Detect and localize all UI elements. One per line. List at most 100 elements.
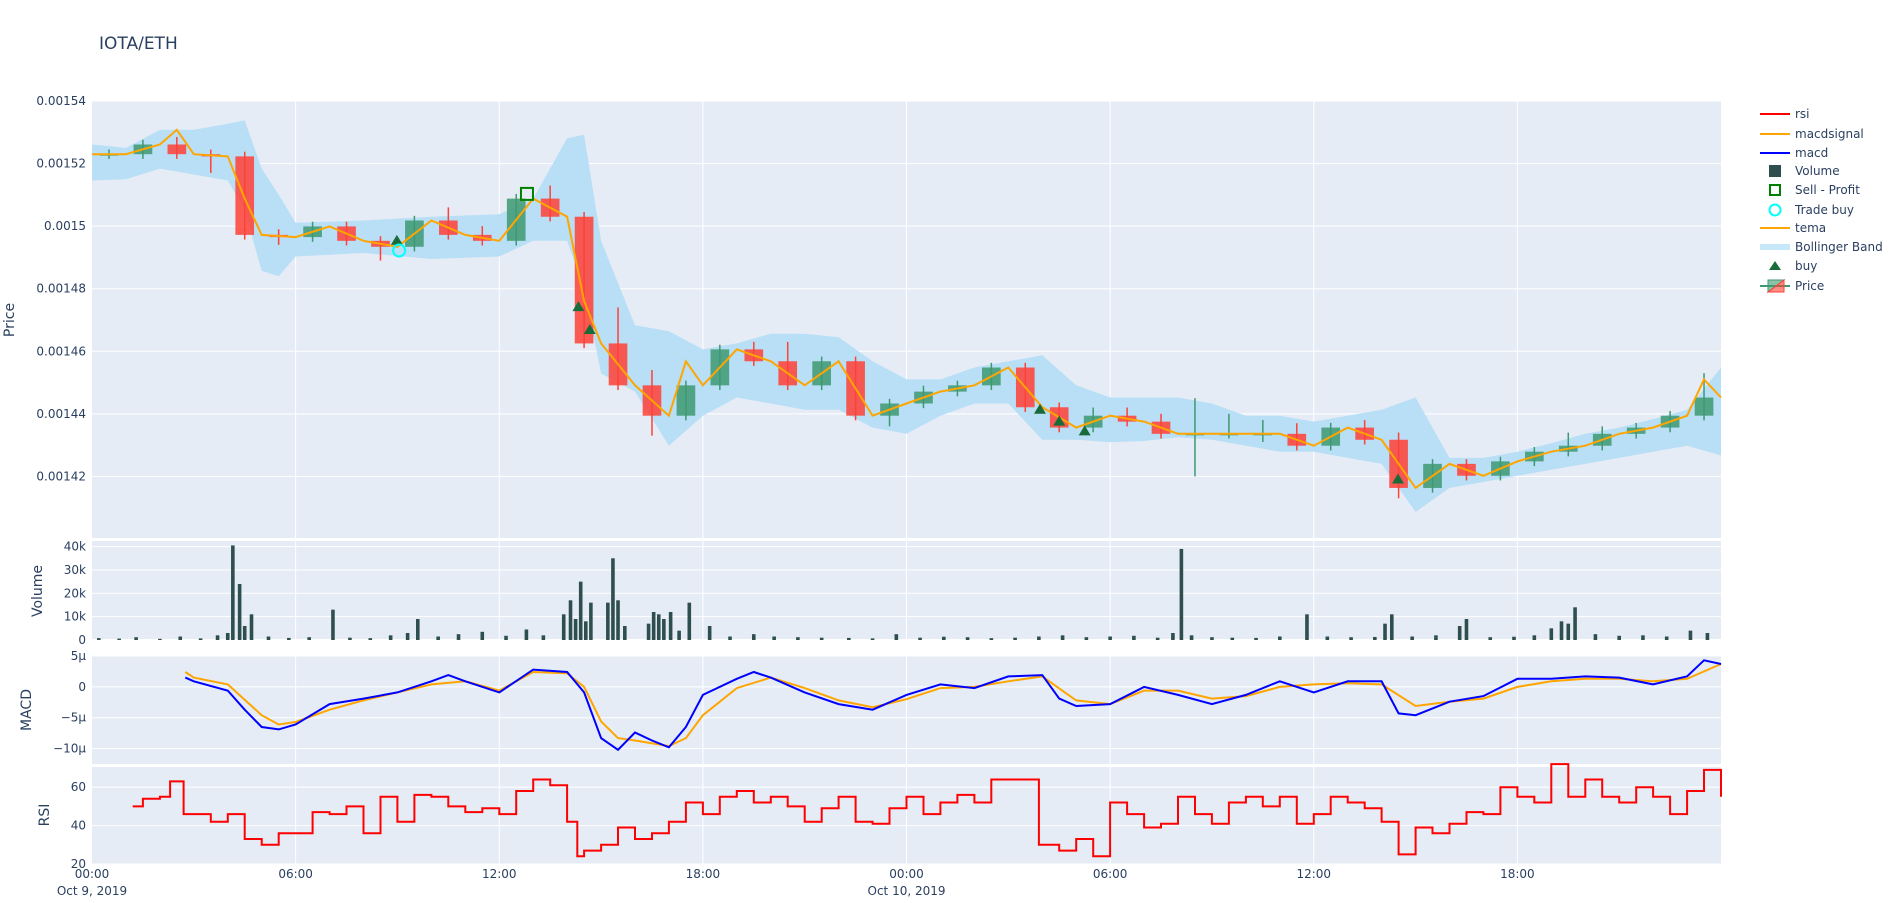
volume-bar (524, 629, 529, 640)
legend-square-icon (1769, 165, 1781, 177)
x-tick-date-label: Oct 10, 2019 (868, 884, 946, 898)
volume-bar (1171, 632, 1175, 640)
volume-bar (819, 637, 824, 640)
volume-bar (1390, 614, 1394, 640)
volume-bar (307, 637, 311, 640)
volume-bar (1688, 630, 1693, 640)
legend-label: rsi (1795, 107, 1810, 121)
volume-bar (1559, 621, 1564, 640)
volume-bar (1155, 637, 1160, 640)
x-tick-label: 18:00 (686, 867, 721, 881)
volume-bar (965, 637, 970, 640)
volume-bar (942, 636, 946, 640)
volume-bar (616, 600, 620, 640)
price-y-tick-label: 0.00144 (36, 407, 86, 421)
legend-item-macdsignal[interactable]: macdsignal (1760, 127, 1864, 141)
legend-label: macdsignal (1795, 127, 1864, 141)
volume-series (96, 545, 1710, 640)
legend-triangle-icon (1769, 261, 1781, 270)
price-y-tick-label: 0.00148 (36, 282, 86, 296)
volume-bar (117, 638, 121, 640)
rsi-panel[interactable]: 20 40 60 RSI (37, 767, 1721, 871)
candle-body (167, 144, 187, 155)
volume-bar (231, 545, 235, 640)
volume-bar (1664, 636, 1669, 640)
volume-bar (198, 638, 203, 640)
volume-bar (772, 636, 776, 640)
plot-area[interactable]: 0.00142 0.00144 0.00146 0.00148 0.0015 0.0015… (2, 94, 1722, 898)
volume-bar (728, 636, 732, 640)
volume-bar (480, 631, 485, 640)
volume-bar (573, 618, 578, 640)
volume-bar (405, 632, 410, 640)
tema-line (92, 128, 1722, 490)
buy-marker (390, 234, 403, 245)
volume-bar (894, 634, 899, 640)
rsi-series (132, 763, 1722, 858)
volume-bar (1457, 625, 1462, 640)
sell-profit-marker (519, 186, 534, 201)
x-tick-label: 12:00 (1296, 867, 1331, 881)
price-candle (235, 151, 255, 240)
legend-item-volume[interactable]: Volume (1769, 164, 1840, 178)
buy-marker (1392, 473, 1405, 484)
volume-panel[interactable]: 0 10k 20k 30k 40k Volume (30, 540, 1721, 647)
volume-bar (687, 602, 692, 640)
volume-bar (1512, 636, 1516, 640)
legend-item-tema[interactable]: tema (1760, 221, 1826, 235)
candle-body (235, 156, 255, 235)
volume-bar (606, 602, 610, 640)
volume-bar (796, 637, 800, 640)
macd-line (184, 659, 1722, 752)
volume-bar (1641, 635, 1645, 640)
price-panel[interactable]: 0.00142 0.00144 0.00146 0.00148 0.0015 0.0015… (2, 94, 1721, 538)
macd-y-tick-label: 5µ (71, 649, 87, 663)
volume-y-tick-label: 10k (64, 610, 86, 624)
volume-bar (416, 618, 420, 640)
volume-bar (504, 635, 508, 640)
legend[interactable]: rsi macdsignal macd Volume Sell - Profit Trad… (1760, 107, 1883, 293)
legend-item-buy[interactable]: buy (1769, 259, 1817, 273)
volume-bar (249, 614, 254, 640)
legend-item-sell-profit[interactable]: Sell - Profit (1769, 183, 1860, 197)
x-tick-label: 06:00 (278, 867, 313, 881)
price-y-tick-label: 0.00146 (36, 344, 86, 358)
macd-axis-title: MACD (19, 689, 35, 731)
rsi-line (132, 763, 1722, 858)
volume-y-tick-label: 30k (64, 563, 86, 577)
volume-bar (1464, 618, 1469, 640)
rsi-axis-title: RSI (37, 804, 53, 827)
volume-bar (1132, 635, 1136, 640)
legend-item-rsi[interactable]: rsi (1760, 107, 1810, 121)
volume-bar (266, 636, 271, 640)
price-axis-title: Price (2, 303, 18, 337)
volume-bar (561, 614, 566, 640)
legend-item-price[interactable]: Price (1760, 279, 1824, 293)
legend-band-icon (1760, 244, 1790, 250)
volume-bar (1488, 637, 1493, 640)
price-candle (676, 380, 696, 421)
volume-bar (1549, 628, 1554, 640)
legend-item-macd[interactable]: macd (1760, 146, 1828, 160)
volume-bar (1325, 636, 1330, 640)
macd-y-tick-label: −5µ (61, 711, 87, 725)
buy-marker (1033, 403, 1046, 414)
legend-label: Trade buy (1794, 203, 1854, 217)
candle-body (1694, 397, 1714, 416)
rsi-y-tick-label: 20 (71, 857, 86, 871)
volume-bar (583, 621, 588, 640)
legend-item-bollinger-band[interactable]: Bollinger Band (1760, 240, 1883, 254)
volume-bar (1383, 623, 1387, 640)
volume-bar (1373, 636, 1377, 640)
legend-item-trade-buy[interactable]: Trade buy (1768, 203, 1855, 217)
legend-label: Bollinger Band (1795, 240, 1883, 254)
buy-marker (1053, 415, 1066, 426)
volume-axis-title: Volume (30, 565, 46, 617)
volume-bar (662, 618, 666, 640)
volume-bar (178, 636, 183, 640)
volume-bar (656, 614, 661, 640)
macd-panel[interactable]: 5µ 0 −5µ −10µ MACD (19, 649, 1721, 764)
rsi-y-tick-label: 40 (71, 819, 86, 833)
volume-bar (611, 558, 615, 640)
